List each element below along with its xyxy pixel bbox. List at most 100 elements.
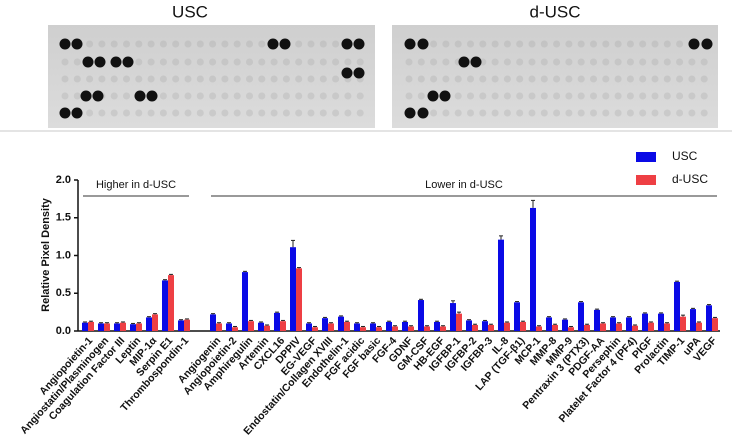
blot-spot [602,75,610,83]
blot-spot [454,92,462,100]
blot-spot [663,40,671,48]
blot-spot [246,40,253,48]
bar [152,314,158,331]
blot-spot [467,75,474,83]
annotation: Lower in d-USC [425,179,503,191]
blot-spot [503,58,511,66]
blot-spot [147,40,155,48]
blot-spot [209,92,217,100]
blot-spot [196,40,204,48]
bar [530,207,536,331]
bar [456,313,462,331]
blot-spot [332,40,340,48]
blot-spot [491,92,499,100]
y-axis-label: Relative Pixel Density [40,197,52,312]
blot-spot [528,109,536,117]
legend-swatch [636,175,656,185]
bar [392,326,398,331]
blot-spot [172,40,180,48]
blot-spot [565,40,573,48]
bar [146,317,152,331]
blot-title: USC [172,2,208,21]
bar [578,302,584,331]
bar [226,323,232,331]
bar [162,280,168,331]
bar [274,312,280,331]
blot-spot [540,58,548,66]
blot-spot [147,109,155,117]
blot-spot [577,92,585,100]
blot-spot [341,38,353,50]
bar [504,322,510,331]
blot-title: d-USC [529,2,580,21]
blot-spot [332,109,340,117]
blot-spot [491,58,499,66]
blot-spot [159,75,167,83]
bar [680,316,686,331]
blot-spot [86,109,94,117]
blot-spot [540,92,548,100]
blot-spot [332,58,340,66]
blot-spot [688,58,696,66]
blot-spot [123,75,130,83]
bar [290,247,296,331]
blot-spot [61,92,69,100]
blot-spot [184,58,192,66]
blot-spot [135,109,143,117]
blot-spot [92,90,104,102]
blot-spot [516,58,524,66]
blot-spot [258,58,266,66]
bar [258,322,264,331]
bar [178,320,184,331]
blot-spot [602,58,610,66]
blot-spot [491,40,499,48]
blot-spot [454,109,462,117]
blot-spot [282,109,290,117]
bar [562,319,568,331]
blot-spot [602,40,610,48]
blot-spot [184,75,192,83]
blot-spot [479,75,487,83]
blot-spot [172,109,180,117]
blot-spot [295,75,303,83]
blot-spot [540,109,548,117]
blot-spot [540,75,548,83]
bar [434,321,440,331]
blot-spot [602,92,610,100]
blot-spot [159,40,167,48]
blot-spot [221,58,229,66]
blot-spot [135,75,143,83]
bar [296,268,302,331]
blot-spot [577,58,585,66]
blot-spot [590,40,597,48]
bar [536,326,542,331]
blot-spot [353,67,365,79]
blot-spot [295,58,303,66]
bar [344,321,350,331]
bar [440,326,446,331]
blot-spot [516,40,524,48]
blot-spot [319,40,327,48]
blot-panel [48,25,375,128]
blot-spot [639,109,647,117]
bar [264,325,270,331]
blot-spot [307,40,315,48]
blot-spot [98,40,106,48]
blot-spot [614,92,622,100]
blot-spot [651,109,659,117]
blot-spot [110,109,118,117]
blot-spot [614,109,622,117]
bar [594,309,600,331]
blot-spot [626,40,634,48]
bar [88,321,94,331]
blot-spot [196,58,204,66]
legend-label: d-USC [672,172,708,186]
bar [616,323,622,331]
blot-spot [221,40,229,48]
blot-spot [341,67,353,79]
blot-spot [553,40,561,48]
blot-spot [184,92,192,100]
blot-spot [528,75,536,83]
blot-spot [602,109,610,117]
blot-spot [73,75,81,83]
